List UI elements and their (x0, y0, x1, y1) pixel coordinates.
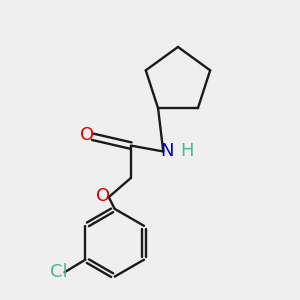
Text: O: O (96, 187, 110, 205)
Text: Cl: Cl (50, 263, 68, 281)
Text: O: O (80, 126, 94, 144)
Text: N: N (160, 142, 173, 160)
Text: H: H (181, 142, 194, 160)
